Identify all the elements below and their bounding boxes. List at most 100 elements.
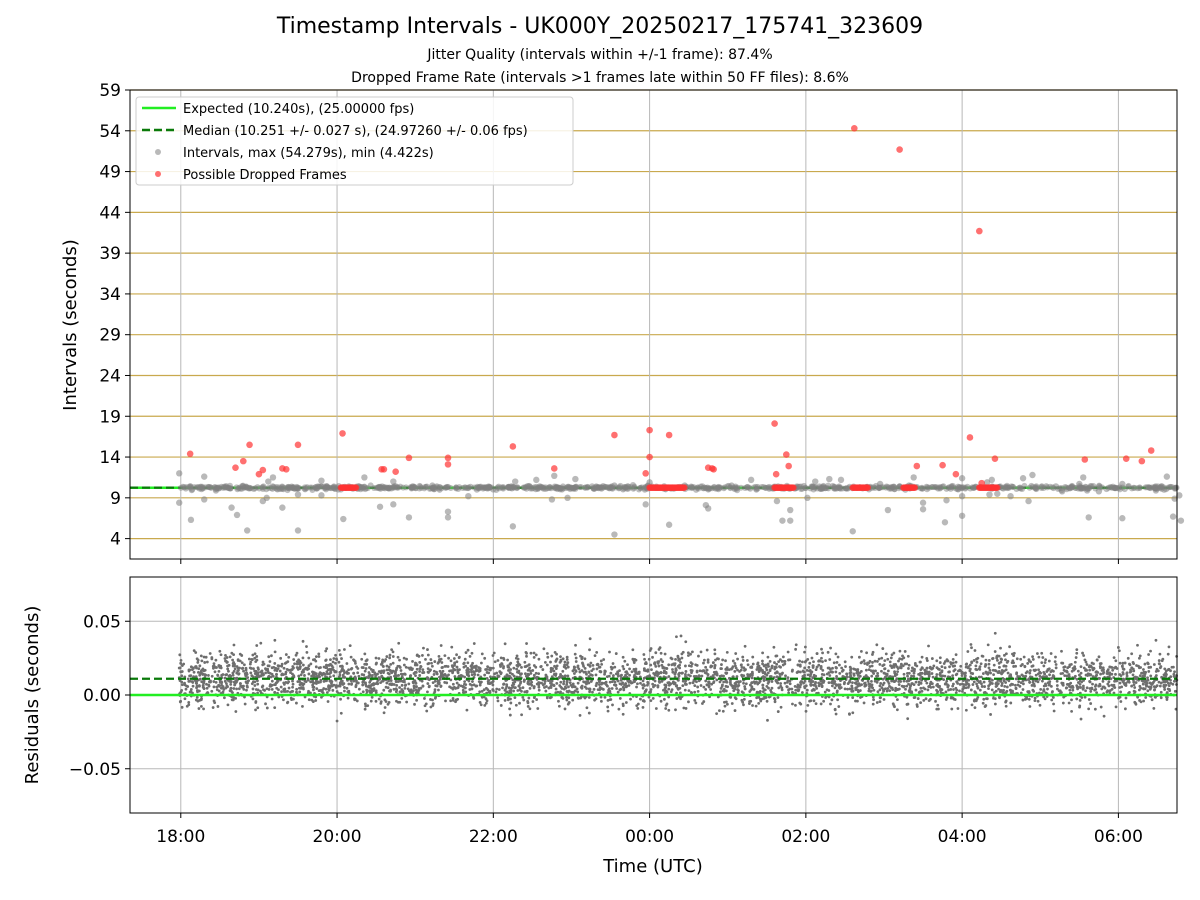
residual-point — [467, 674, 471, 678]
residual-point — [390, 648, 394, 652]
residual-point — [532, 685, 536, 688]
residual-point — [338, 673, 342, 677]
residual-point — [458, 655, 461, 659]
residual-point — [656, 684, 660, 688]
residual-point — [377, 697, 381, 701]
residual-point — [565, 655, 569, 659]
interval-point — [376, 503, 384, 510]
interval-point — [876, 480, 884, 488]
residual-point — [948, 665, 951, 669]
residual-point — [427, 661, 431, 665]
residual-point — [1078, 682, 1082, 686]
residual-point — [1075, 697, 1079, 701]
residual-point — [935, 659, 939, 663]
residual-point — [812, 683, 816, 687]
residual-point — [245, 688, 248, 692]
residual-point — [1016, 675, 1020, 678]
dropped-frame-point — [911, 484, 919, 491]
residual-point — [951, 674, 955, 678]
residual-point — [808, 661, 812, 665]
residual-point — [253, 656, 257, 660]
residual-point — [924, 670, 927, 674]
residual-point — [830, 698, 834, 702]
interval-point — [1080, 474, 1087, 481]
residual-point — [741, 700, 745, 704]
residual-point — [444, 699, 447, 703]
residual-point — [1118, 661, 1122, 665]
residual-point — [357, 687, 361, 691]
residual-point — [507, 669, 510, 672]
residual-point — [571, 682, 575, 686]
residual-point — [253, 684, 257, 687]
residual-point — [664, 703, 668, 707]
residual-point — [843, 680, 846, 684]
residual-point — [699, 684, 703, 687]
residual-point — [1139, 700, 1143, 704]
residual-point — [558, 675, 561, 679]
residual-point — [194, 675, 198, 678]
residual-point — [815, 665, 819, 669]
residual-point — [934, 699, 937, 703]
residual-point — [1076, 669, 1080, 673]
residual-point — [418, 661, 422, 664]
residual-point — [883, 659, 887, 663]
interval-point — [919, 506, 927, 513]
residual-point — [852, 672, 856, 676]
residual-point — [251, 653, 255, 657]
residual-point — [829, 646, 832, 650]
residual-point — [573, 652, 577, 656]
residual-point — [220, 683, 224, 687]
residual-point — [205, 682, 208, 686]
residual-point — [488, 682, 492, 686]
residual-point — [455, 665, 459, 669]
residual-point — [964, 708, 968, 712]
dropped-frame-point — [785, 462, 792, 470]
residual-point — [1021, 674, 1025, 678]
residual-point — [767, 686, 770, 690]
residual-point — [819, 702, 823, 706]
residual-point — [876, 690, 880, 694]
legend-box — [135, 96, 574, 186]
residual-point — [450, 645, 454, 649]
residual-point — [1160, 659, 1164, 663]
residual-point — [772, 696, 776, 700]
residual-point — [1033, 669, 1037, 673]
residual-point — [566, 690, 570, 694]
residual-point — [562, 679, 566, 683]
dropped-frame-point — [232, 464, 239, 471]
residual-point — [1019, 657, 1023, 661]
residual-point — [411, 659, 414, 663]
residual-point — [467, 679, 471, 683]
residual-point — [437, 681, 441, 684]
residual-point — [1102, 714, 1106, 718]
residual-point — [808, 699, 812, 703]
dropped-frame-point — [405, 454, 413, 462]
residual-point — [325, 691, 329, 694]
residual-point — [866, 679, 870, 683]
residual-point — [775, 654, 779, 658]
residual-point — [1138, 674, 1142, 678]
residual-point — [353, 697, 357, 701]
residual-point — [235, 676, 239, 680]
residual-point — [829, 702, 832, 706]
residual-point — [1163, 667, 1167, 671]
residual-point — [755, 696, 759, 700]
residual-point — [669, 656, 673, 660]
residual-point — [415, 698, 419, 702]
residual-point — [286, 660, 290, 664]
residual-point — [954, 686, 958, 690]
residual-point — [1113, 679, 1116, 683]
interval-point — [376, 484, 383, 491]
residual-point — [697, 654, 700, 658]
residual-point — [661, 665, 665, 669]
residual-point — [552, 684, 556, 688]
residual-point — [1154, 685, 1158, 689]
residual-point — [503, 642, 507, 646]
residual-point — [1025, 670, 1029, 674]
residual-point — [472, 696, 476, 700]
interval-point — [197, 483, 204, 490]
residual-point — [394, 668, 398, 672]
residual-point — [480, 661, 483, 665]
residual-point — [804, 709, 808, 713]
residual-point — [1054, 655, 1057, 659]
